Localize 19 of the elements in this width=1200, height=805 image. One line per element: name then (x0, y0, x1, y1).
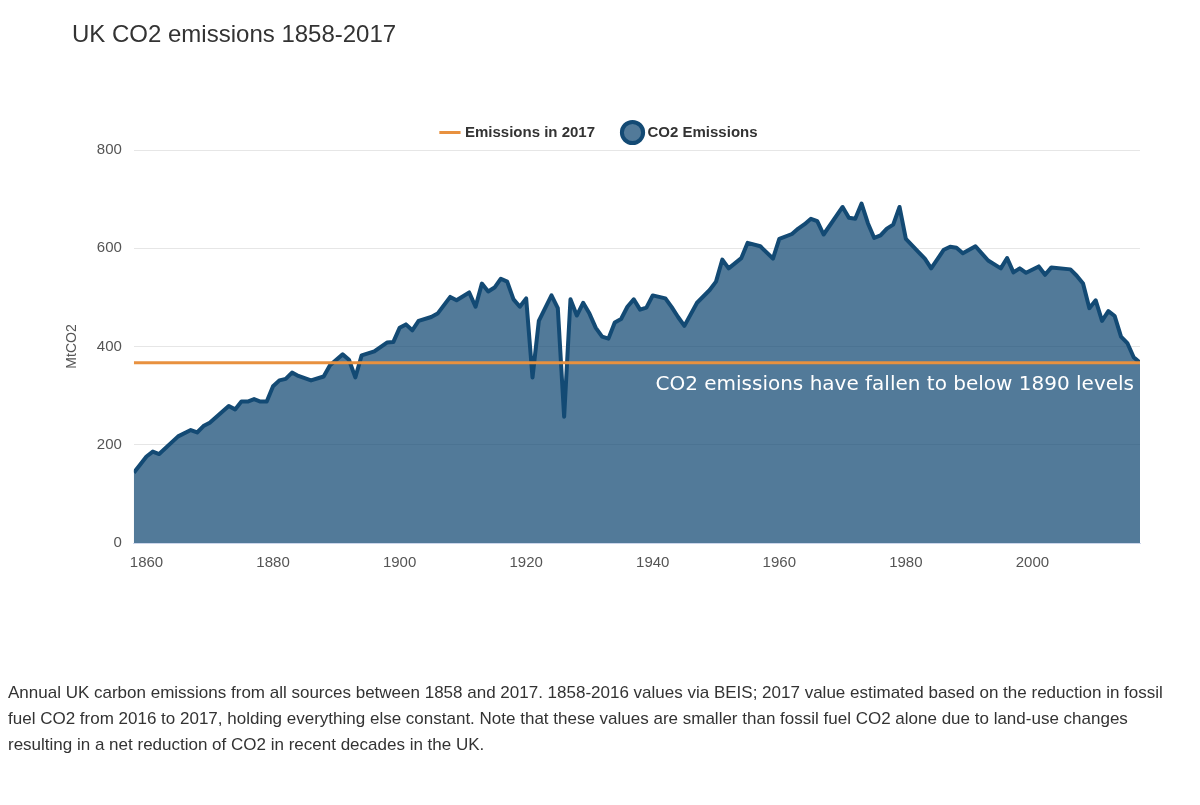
y-axis-title: MtCO2 (63, 324, 80, 369)
text: Annual UK carbon emissions from all sources between 1858 and 2017. 1858-2016 values via BEIS; 2017 value estimated based on the reduction in fossil fuel CO2 from 2016 to 2017, holding everything else constant. Note that these values are smaller than fossil fuel CO2 alone due to land-use changes resulting in a net reduction of CO2 in recent decades in the UK. (8, 682, 1164, 756)
x-tick-label: 1960 (762, 553, 796, 571)
x-tick-label: 1900 (382, 553, 417, 571)
y-tick-label: 0 (113, 533, 122, 551)
y-tick-label: 600 (96, 238, 122, 256)
x-tick-label: 1980 (889, 553, 923, 571)
annotation: CO2 emissions have fallen to below 1890 levels (655, 370, 1134, 395)
legend-label: CO2 Emissions (647, 122, 758, 140)
x-tick-label: 2000 (1015, 553, 1050, 571)
y-tick-label: 400 (96, 336, 122, 354)
y-tick-label: 200 (96, 434, 122, 452)
x-tick-label: 1920 (509, 553, 543, 571)
x-tick-label: 1940 (636, 553, 670, 571)
x-tick-label: 1860 (129, 553, 164, 571)
y-tick-label: 800 (96, 140, 122, 158)
x-tick-label: 1880 (256, 553, 290, 571)
legend-label: Emissions in 2017 (464, 122, 596, 140)
chart-title: UK CO2 emissions 1858-2017 (72, 20, 397, 48)
